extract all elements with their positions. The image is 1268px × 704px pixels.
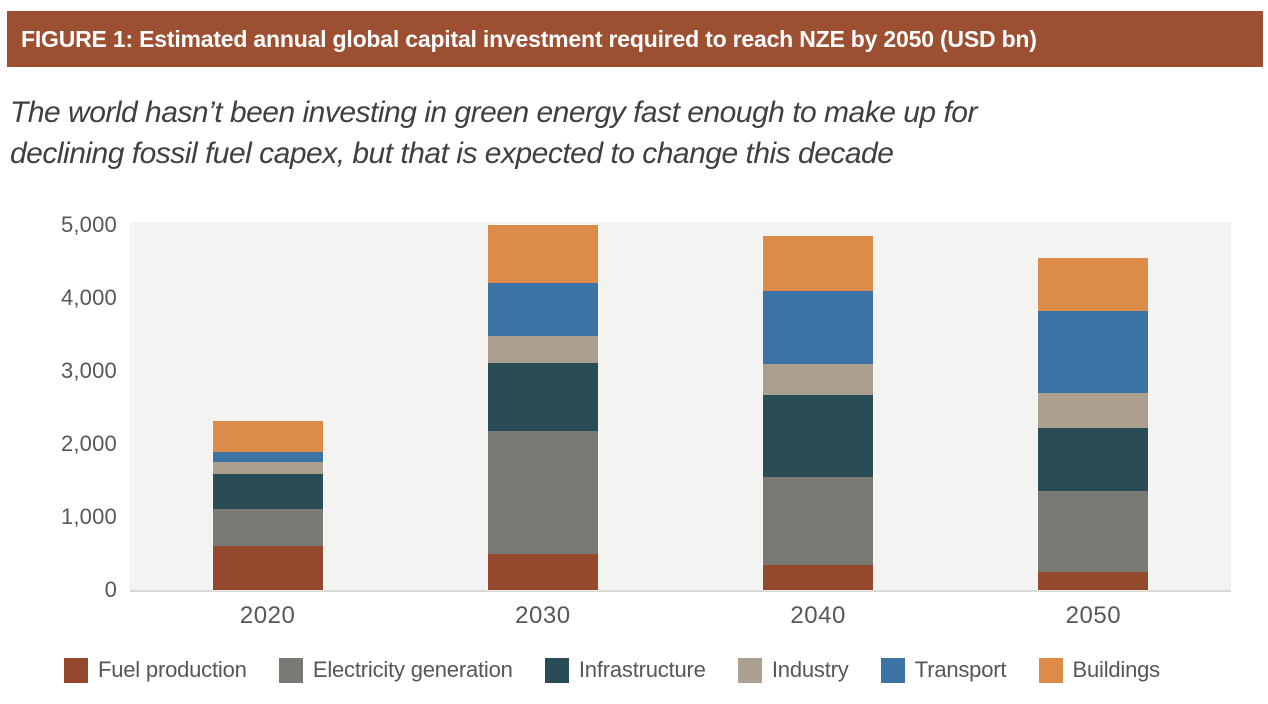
legend-item: Industry	[737, 657, 849, 683]
bars-container	[130, 224, 1231, 591]
y-tick-label: 0	[104, 577, 117, 602]
bar-column-2020	[130, 224, 405, 591]
legend-label: Electricity generation	[312, 657, 513, 682]
bar-segment	[212, 461, 323, 475]
bar-segment	[1038, 571, 1149, 590]
y-axis-tick-labels: 0 1,000 2,000 3,000 4,000 5,000	[0, 212, 117, 602]
y-tick-label: 4,000	[60, 285, 117, 310]
bar-segment	[212, 509, 323, 547]
chart-legend: Fuel production Electricity generation Inf…	[64, 654, 1160, 686]
legend-swatch-icon	[1038, 657, 1063, 683]
subtitle-line-1: The world hasn’t been investing in green…	[10, 96, 977, 129]
y-tick-label: 1,000	[60, 504, 117, 529]
legend-item: Transport	[880, 657, 1007, 683]
subtitle-line-2: declining fossil fuel capex, but that is…	[10, 137, 894, 170]
bar-segment	[763, 364, 874, 396]
bar-segment	[763, 564, 874, 590]
bar-segment	[212, 421, 323, 452]
stacked-bar-2040	[762, 224, 875, 591]
bar-segment	[1038, 257, 1149, 311]
bar-segment	[487, 282, 598, 336]
bar-column-2030	[405, 224, 680, 591]
bar-segment	[212, 451, 323, 462]
bar-segment	[763, 291, 874, 365]
x-axis-tick-labels: 2020 2030 2040 2050	[130, 602, 1231, 630]
x-tick-label: 2030	[515, 602, 571, 629]
y-tick-label: 2,000	[60, 431, 117, 456]
y-tick-label: 5,000	[60, 212, 117, 237]
legend-swatch-icon	[737, 657, 762, 683]
legend-item: Electricity generation	[278, 657, 513, 683]
figure-subtitle: The world hasn’t been investing in green…	[10, 92, 1060, 174]
bar-segment	[212, 546, 323, 590]
stacked-bar-2020	[211, 224, 324, 591]
legend-label: Transport	[914, 657, 1007, 682]
stacked-bar-2050	[1037, 224, 1150, 591]
legend-label: Industry	[771, 657, 849, 682]
plot-area	[130, 222, 1231, 592]
bar-segment	[1038, 427, 1149, 492]
legend-swatch-icon	[64, 657, 88, 683]
legend-label: Buildings	[1072, 657, 1161, 682]
stacked-bar-2030	[486, 224, 599, 591]
bar-segment	[1038, 310, 1149, 393]
legend-label: Fuel production	[98, 657, 247, 682]
figure-header-bar: FIGURE 1: Estimated annual global capita…	[7, 11, 1263, 67]
x-tick-label: 2050	[1065, 602, 1122, 629]
bar-segment	[487, 553, 598, 590]
legend-item: Buildings	[1038, 657, 1161, 683]
bar-segment	[487, 362, 598, 432]
legend-item: Infrastructure	[544, 657, 706, 683]
bar-segment	[763, 235, 874, 292]
legend-swatch-icon	[278, 657, 303, 683]
legend-label: Infrastructure	[578, 657, 706, 682]
bar-segment	[487, 335, 598, 363]
bar-segment	[1038, 392, 1149, 428]
legend-swatch-icon	[544, 657, 569, 683]
legend-swatch-icon	[880, 657, 905, 683]
bar-segment	[763, 395, 874, 477]
x-tick-label: 2040	[790, 602, 846, 629]
x-tick-label: 2020	[239, 602, 296, 629]
bar-segment	[763, 476, 874, 565]
bar-column-2040	[681, 224, 956, 591]
figure-title: FIGURE 1: Estimated annual global capita…	[21, 25, 1037, 52]
legend-item: Fuel production	[64, 657, 247, 683]
bar-column-2050	[956, 224, 1231, 591]
bar-segment	[212, 474, 323, 510]
bar-segment	[1038, 491, 1149, 572]
y-tick-label: 3,000	[60, 358, 117, 383]
bar-segment	[487, 225, 598, 283]
bar-segment	[487, 431, 598, 554]
